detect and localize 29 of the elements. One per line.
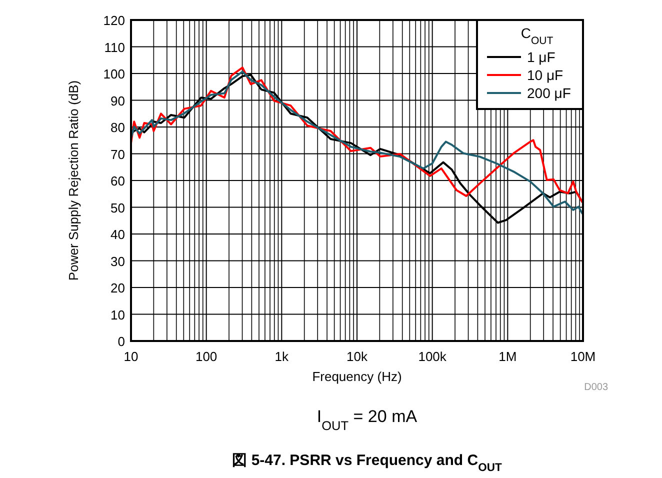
x-tick-label: 10k — [346, 349, 368, 364]
y-tick-label: 20 — [110, 280, 125, 296]
text: 図 5-47. PSRR vs Frequency and C$_{OUT}$ — [232, 452, 502, 474]
y-tick-label: 80 — [110, 120, 125, 135]
y-tick-label: 60 — [110, 174, 125, 188]
y-tick-label: 100 — [103, 66, 125, 82]
x-tick-label: 10M — [570, 349, 596, 364]
y-tick-label: 70 — [110, 146, 125, 162]
text: I$_{OUT}$ = 20 mA — [316, 407, 418, 432]
y-tick-label: 0 — [118, 334, 125, 349]
y-tick-label: 30 — [110, 254, 125, 269]
legend-label: 200 μF — [527, 85, 571, 101]
x-axis-title: Frequency (Hz) — [312, 369, 402, 384]
y-tick-label: 110 — [104, 40, 125, 55]
y-tick-label: 90 — [110, 93, 125, 108]
y-tick-label: 50 — [110, 200, 125, 216]
y-tick-label: 10 — [110, 307, 125, 322]
x-tick-label: 1M — [498, 349, 517, 364]
text: D003 — [584, 382, 608, 393]
y-tick-label: 120 — [103, 13, 125, 28]
x-tick-label: 100 — [195, 349, 218, 364]
y-tick-label: 40 — [110, 227, 125, 242]
x-tick-label: 100k — [418, 349, 447, 364]
legend-label: 10 μF — [527, 67, 564, 83]
legend-title: C$_{OUT}$ — [520, 25, 554, 47]
legend-label: 1 μF — [527, 49, 556, 65]
y-axis-title: Power Supply Rejection Ratio (dB) — [66, 80, 81, 281]
x-tick-label: 1k — [274, 349, 290, 364]
x-tick-label: 10 — [124, 349, 138, 364]
